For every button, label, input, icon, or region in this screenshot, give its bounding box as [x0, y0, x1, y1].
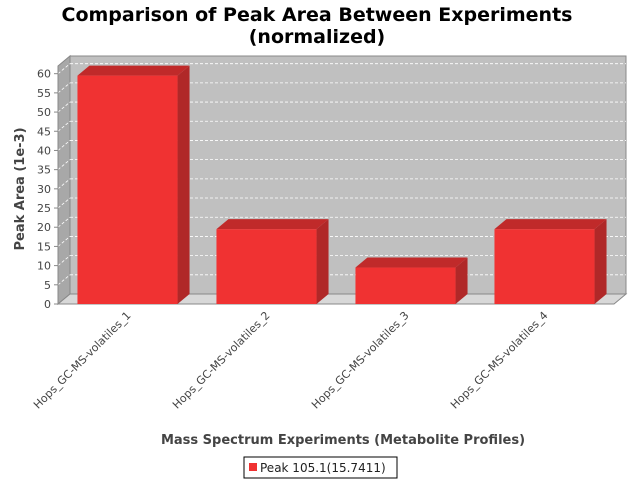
- bar-side: [316, 219, 329, 304]
- bar-front: [77, 75, 178, 304]
- bar-front: [355, 267, 456, 304]
- bar-top: [216, 219, 329, 230]
- chart-subtitle: (normalized): [249, 26, 386, 48]
- y-tick-label: 55: [37, 87, 51, 100]
- gridline: [57, 197, 71, 209]
- gridline: [57, 101, 71, 113]
- bar-top: [494, 219, 607, 230]
- bar-front: [216, 229, 317, 304]
- gridline: [57, 82, 71, 94]
- y-tick-label: 10: [37, 260, 51, 273]
- y-tick-label: 40: [37, 144, 51, 157]
- y-tick-label: 60: [37, 68, 51, 81]
- bar: [216, 219, 329, 304]
- bar-top: [77, 65, 190, 76]
- bar-side: [455, 257, 468, 304]
- chart-title: Comparison of Peak Area Between Experime…: [62, 4, 573, 26]
- y-tick-label: 30: [37, 183, 51, 196]
- gridline: [57, 236, 71, 247]
- x-tick-label: Hops_GC-MS-volatiles_4: [448, 309, 551, 412]
- x-tick-label: Hops_GC-MS-volatiles_2: [170, 309, 273, 412]
- legend: Peak 105.1(15.7411): [243, 456, 398, 479]
- legend-box: [243, 456, 398, 479]
- plot-area: [56, 54, 628, 306]
- bars: [77, 65, 607, 304]
- y-tick-label: 35: [37, 164, 51, 177]
- legend-label: Peak 105.1(15.7411): [260, 461, 386, 475]
- y-tick-label: 15: [37, 240, 51, 253]
- bar-side: [177, 65, 190, 304]
- legend-swatch: [249, 463, 257, 471]
- plot-left-wall: [57, 54, 71, 306]
- y-axis-label: Peak Area (1e-3): [13, 127, 28, 250]
- x-tick-label: Hops_GC-MS-volatiles_3: [309, 309, 412, 412]
- bar-front: [494, 229, 595, 304]
- bar: [77, 65, 190, 304]
- gridline: [57, 178, 71, 190]
- x-tick-label: Hops_GC-MS-volatiles_1: [31, 309, 134, 412]
- gridline: [57, 159, 71, 170]
- gridline: [57, 140, 71, 151]
- gridline: [57, 63, 71, 74]
- y-tick-label: 25: [37, 202, 51, 215]
- bar: [355, 257, 468, 304]
- y-axis: 0 5 10 15 20 25 30 35 40 45 50 55 60: [37, 66, 59, 311]
- x-axis: Hops_GC-MS-volatiles_1 Hops_GC-MS-volatil…: [31, 309, 551, 412]
- x-axis-label: Mass Spectrum Experiments (Metabolite Pr…: [161, 433, 525, 448]
- bar-side: [594, 219, 607, 304]
- y-tick-label: 5: [44, 279, 51, 292]
- gridline: [57, 120, 71, 132]
- gridline: [57, 255, 71, 266]
- gridline: [57, 274, 71, 286]
- y-tick-label: 50: [37, 106, 51, 119]
- gridline: [57, 216, 71, 228]
- bar-top: [355, 257, 468, 268]
- y-tick-label: 20: [37, 221, 51, 234]
- bar: [494, 219, 607, 304]
- y-tick-label: 0: [44, 298, 51, 311]
- y-tick-label: 45: [37, 125, 51, 138]
